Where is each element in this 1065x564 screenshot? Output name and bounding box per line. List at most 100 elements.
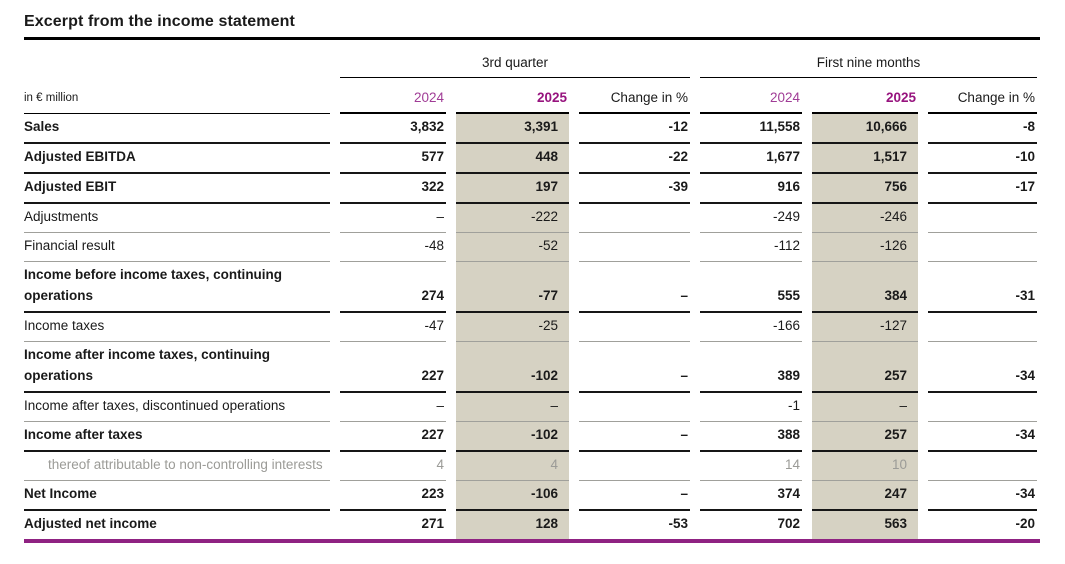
row-label: Sales [24,114,330,144]
cell-q3-2025: 128 [456,511,569,539]
cell-9m-2025: 756 [812,174,918,204]
cell-q3-2024: 274 [340,262,446,313]
column-header-row: in € million 2024 2025 Change in % 2024 … [24,87,1040,114]
cell-9m-change: -34 [928,422,1037,452]
table-row-noncontrolling-interests: thereof attributable to non-controlling … [24,452,1040,481]
cell-q3-2025: – [456,393,569,422]
table-row-net-income: Net Income 223 -106 – 374 247 -34 [24,481,1040,511]
header-q3-2025: 2025 [456,87,569,114]
group-header-first-nine-months: First nine months [700,55,1037,78]
cell-q3-change [579,313,690,342]
header-q3-2024: 2024 [340,87,446,114]
cell-q3-change [579,204,690,233]
cell-9m-2025: 10,666 [812,114,918,144]
cell-9m-2025: 247 [812,481,918,511]
report-page: Excerpt from the income statement 3rd qu… [24,13,1040,543]
cell-q3-2024: 271 [421,516,444,531]
cell-9m-2025: – [812,393,918,422]
cell-9m-change [928,233,1037,262]
table-row-sales: Sales 3,832 3,391 -12 11,558 10,666 -8 [24,114,1040,144]
cell-9m-2024: 916 [700,174,802,204]
table-row-adjusted-net-income: Adjusted net income 271 128 -53 702 563 … [24,511,1040,539]
bottom-accent-rule [24,539,1040,543]
cell-9m-2024: 11,558 [700,114,802,144]
table-row-income-taxes: Income taxes -47 -25 -166 -127 [24,313,1040,342]
cell-9m-2025: -246 [812,204,918,233]
cell-9m-change: -8 [928,114,1037,144]
cell-q3-2025: 3,391 [456,114,569,144]
cell-q3-change [579,393,690,422]
cell-9m-2025: 563 [812,511,918,539]
cell-q3-change [579,452,690,481]
cell-9m-2024: 388 [700,422,802,452]
cell-q3-change: – [579,481,690,511]
cell-q3-2025: -77 [456,262,569,313]
cell-q3-2024: -48 [340,233,446,262]
cell-9m-2024: 1,677 [700,144,802,174]
cell-9m-change: -34 [928,481,1037,511]
cell-q3-2025: -52 [456,233,569,262]
row-label: Income before income taxes, continuing o… [24,262,330,313]
cell-9m-change [928,393,1037,422]
cell-9m-2024: -1 [700,393,802,422]
header-9m-change: Change in % [928,87,1037,114]
cell-q3-2024: 577 [340,144,446,174]
income-statement-table: 3rd quarter First nine months in € milli… [24,55,1040,543]
table-row-financial-result: Financial result -48 -52 -112 -126 [24,233,1040,262]
cell-q3-change: -12 [579,114,690,144]
cell-9m-2024: -112 [700,233,802,262]
row-label: Adjusted EBITDA [24,144,330,174]
cell-9m-2025: -127 [812,313,918,342]
cell-9m-change [928,204,1037,233]
cell-q3-2025: -106 [456,481,569,511]
cell-q3-change: – [579,262,690,313]
cell-q3-2025: 448 [456,144,569,174]
unit-label: in € million [24,87,330,114]
cell-9m-change: -10 [928,144,1037,174]
cell-q3-2025: 4 [456,452,569,481]
table-row-adjusted-ebitda: Adjusted EBITDA 577 448 -22 1,677 1,517 … [24,144,1040,174]
cell-q3-change: – [579,422,690,452]
cell-9m-change [928,452,1037,481]
table-row-income-after-taxes: Income after taxes 227 -102 – 388 257 -3… [24,422,1040,452]
cell-9m-2025: 257 [812,342,918,393]
cell-9m-change: -34 [928,342,1037,393]
header-q3-change: Change in % [579,87,690,114]
cell-9m-2024: 389 [700,342,802,393]
cell-q3-2024: – [340,393,446,422]
row-label: thereof attributable to non-controlling … [24,452,330,481]
cell-q3-2025: -222 [456,204,569,233]
cell-q3-2025: -102 [456,422,569,452]
cell-q3-change: -39 [579,174,690,204]
cell-9m-2024: -166 [700,313,802,342]
cell-q3-change: -53 [668,516,688,531]
cell-9m-2024: 702 [777,516,800,531]
cell-q3-2025: 197 [456,174,569,204]
table-row-income-before-taxes-continuing: Income before income taxes, continuing o… [24,262,1040,313]
cell-9m-2024: -249 [700,204,802,233]
cell-q3-2024: 4 [340,452,446,481]
row-label: Income taxes [24,313,330,342]
cell-9m-change: -31 [928,262,1037,313]
cell-q3-2024: – [340,204,446,233]
table-row-adjusted-ebit: Adjusted EBIT 322 197 -39 916 756 -17 [24,174,1040,204]
header-9m-2024: 2024 [700,87,802,114]
cell-q3-2025: -102 [456,342,569,393]
cell-q3-2025: -25 [456,313,569,342]
row-label: Financial result [24,233,330,262]
cell-9m-2024: 14 [700,452,802,481]
header-9m-2025: 2025 [812,87,918,114]
cell-q3-2024: 3,832 [340,114,446,144]
cell-9m-change [928,313,1037,342]
cell-9m-2025: -126 [812,233,918,262]
cell-9m-2024: 555 [700,262,802,313]
cell-9m-2024: 374 [700,481,802,511]
cell-9m-2025: 1,517 [812,144,918,174]
table-row-income-after-taxes-continuing: Income after income taxes, continuing op… [24,342,1040,393]
column-group-header-row: 3rd quarter First nine months [24,55,1040,78]
cell-9m-2025: 10 [812,452,918,481]
cell-q3-2024: 227 [340,342,446,393]
row-label: Adjustments [24,204,330,233]
row-label: Adjusted EBIT [24,174,330,204]
cell-9m-change: -20 [1015,516,1035,531]
